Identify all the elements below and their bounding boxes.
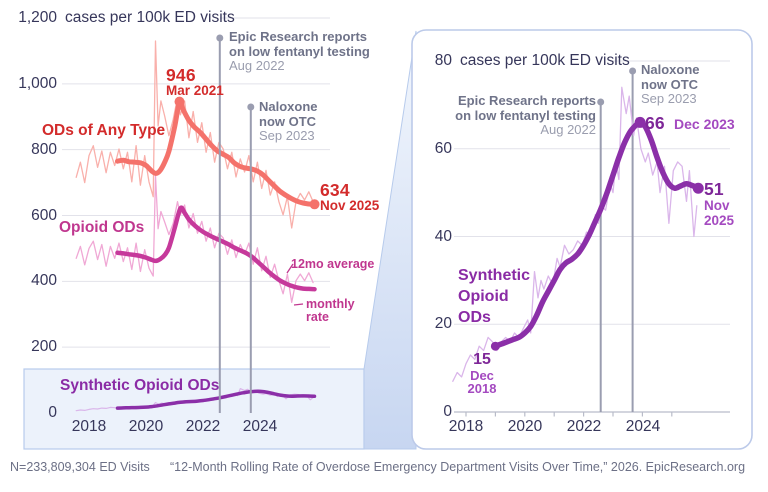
event-date: Aug 2022: [540, 122, 596, 137]
annotation-zoom-end-date2: 2025: [704, 213, 735, 229]
annotation-zoom-peak-value: 66: [645, 113, 665, 133]
event-title-line: now OTC: [641, 76, 699, 92]
right-y-tick-80: 80: [434, 52, 452, 69]
callout-monthly-line2: rate: [306, 309, 329, 324]
callout-monthly-rate: monthly rate: [306, 298, 355, 323]
event-title-line: Epic Research reports: [229, 29, 368, 44]
event-title-line: Naloxone: [641, 62, 700, 77]
left-y-tick-1000: 1,000: [18, 75, 57, 92]
series-label-any-type: ODs of Any Type: [42, 122, 166, 139]
left-x-tick-2018: 2018: [71, 418, 107, 435]
right-x-tick-2024: 2024: [625, 418, 661, 435]
event-title-line: Epic Research reports: [457, 93, 596, 108]
right-y-tick-40: 40: [434, 228, 452, 245]
callout-12mo-average: 12mo average: [291, 257, 375, 271]
event-title-line: Naloxone: [259, 99, 318, 114]
event-title-line: on low fentanyl testing: [455, 107, 596, 123]
left-y-tick-1200: 1,200: [18, 9, 57, 26]
annotation-end-value: 634: [320, 180, 350, 200]
annotation-zoom-peak-date: Dec 2023: [674, 116, 735, 132]
annotation-zoom-start-date2: 2018: [467, 381, 497, 397]
annotation-zoom-end-value: 51: [704, 179, 724, 199]
left-y-tick-400: 400: [31, 272, 57, 289]
left-y-tick-200: 200: [31, 338, 57, 355]
event-label-fentanyl-left: Epic Research reports on low fentanyl te…: [229, 29, 370, 74]
series-label-synthetic: Synthetic Opioid ODs: [60, 377, 220, 394]
right-x-tick-2018: 2018: [448, 418, 484, 435]
event-label-naloxone-left: Naloxone now OTC Sep 2023: [259, 99, 318, 144]
left-y-tick-600: 600: [31, 207, 57, 224]
footer-sample-size: N=233,809,304 ED Visits: [10, 460, 150, 474]
event-date: Aug 2022: [229, 58, 285, 73]
left-x-tick-2024: 2024: [242, 418, 278, 435]
right-y-tick-0: 0: [443, 403, 452, 420]
event-title-line: now OTC: [259, 113, 317, 129]
left-x-tick-2020: 2020: [128, 418, 164, 435]
annotation-zoom-start-date1: Dec: [470, 367, 494, 383]
footer-source: “12-Month Rolling Rate of Overdose Emerg…: [170, 460, 746, 474]
series-label-line: Opioid: [458, 288, 509, 305]
series-label-line: ODs: [458, 309, 491, 326]
event-label-naloxone-right: Naloxone now OTC Sep 2023: [641, 62, 700, 107]
left-x-tick-2022: 2022: [185, 418, 221, 435]
left-y-axis-title: cases per 100k ED visits: [65, 9, 235, 26]
series-label-opioid: Opioid ODs: [59, 219, 145, 236]
callout-monthly-line1: monthly: [306, 297, 355, 311]
left-y-tick-0: 0: [48, 404, 57, 421]
annotation-end-date: Nov 2025: [320, 198, 380, 214]
right-x-tick-2022: 2022: [566, 418, 602, 435]
annotation-zoom-start: 15 Dec 2018: [460, 351, 504, 397]
series-label-line: Synthetic: [458, 267, 531, 284]
event-label-fentanyl-right: Epic Research reports on low fentanyl te…: [436, 93, 596, 138]
right-x-tick-2020: 2020: [507, 418, 543, 435]
left-y-tick-800: 800: [31, 141, 57, 158]
event-date: Sep 2023: [641, 91, 697, 106]
series-label-synthetic-zoom: Synthetic Opioid ODs: [458, 265, 530, 328]
annotation-zoom-start-value: 15: [473, 351, 491, 368]
annotation-peak-value: 946: [166, 65, 196, 85]
annotation-peak-date: Mar 2021: [166, 83, 224, 99]
event-title-line: on low fentanyl testing: [229, 43, 370, 59]
annotation-zoom-end: 51 Nov 2025: [704, 179, 735, 229]
right-y-tick-60: 60: [434, 140, 452, 157]
event-date: Sep 2023: [259, 128, 315, 143]
annotation-peak-left: 946 Mar 2021: [166, 66, 224, 99]
right-y-tick-20: 20: [434, 315, 452, 332]
annotation-zoom-end-date1: Nov: [704, 198, 730, 214]
annotation-end-left: 634 Nov 2025: [320, 181, 379, 214]
right-y-axis-title: cases per 100k ED visits: [460, 52, 630, 69]
